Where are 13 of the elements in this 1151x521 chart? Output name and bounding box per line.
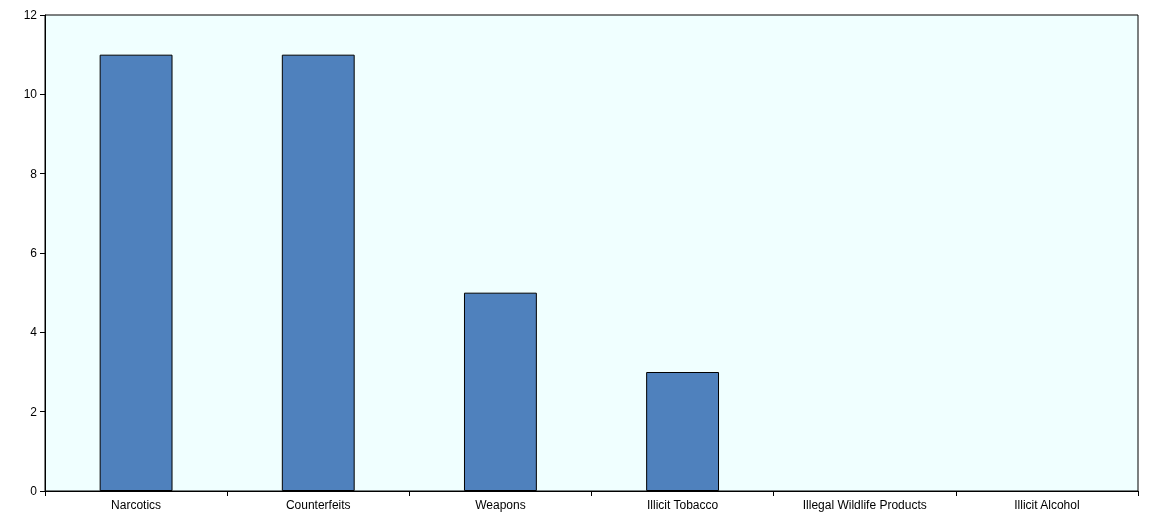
x-tick-label: Counterfeits [285, 498, 351, 512]
x-tick-label: Illicit Alcohol [1014, 498, 1080, 512]
y-tick-label: 0 [30, 484, 38, 498]
y-tick-label: 12 [23, 8, 38, 22]
x-tick-label: Illicit Tobacco [647, 498, 719, 512]
y-tick-label: 8 [30, 166, 38, 181]
x-tick-label: Narcotics [111, 498, 162, 512]
x-tick-label: Weapons [475, 498, 526, 512]
y-tick-label: 4 [30, 325, 38, 340]
y-tick-label: 2 [30, 404, 38, 419]
x-tick-label: Illegal Wildlife Products [802, 498, 927, 512]
y-tick-label: 10 [23, 87, 38, 102]
y-tick-label: 6 [30, 246, 38, 260]
